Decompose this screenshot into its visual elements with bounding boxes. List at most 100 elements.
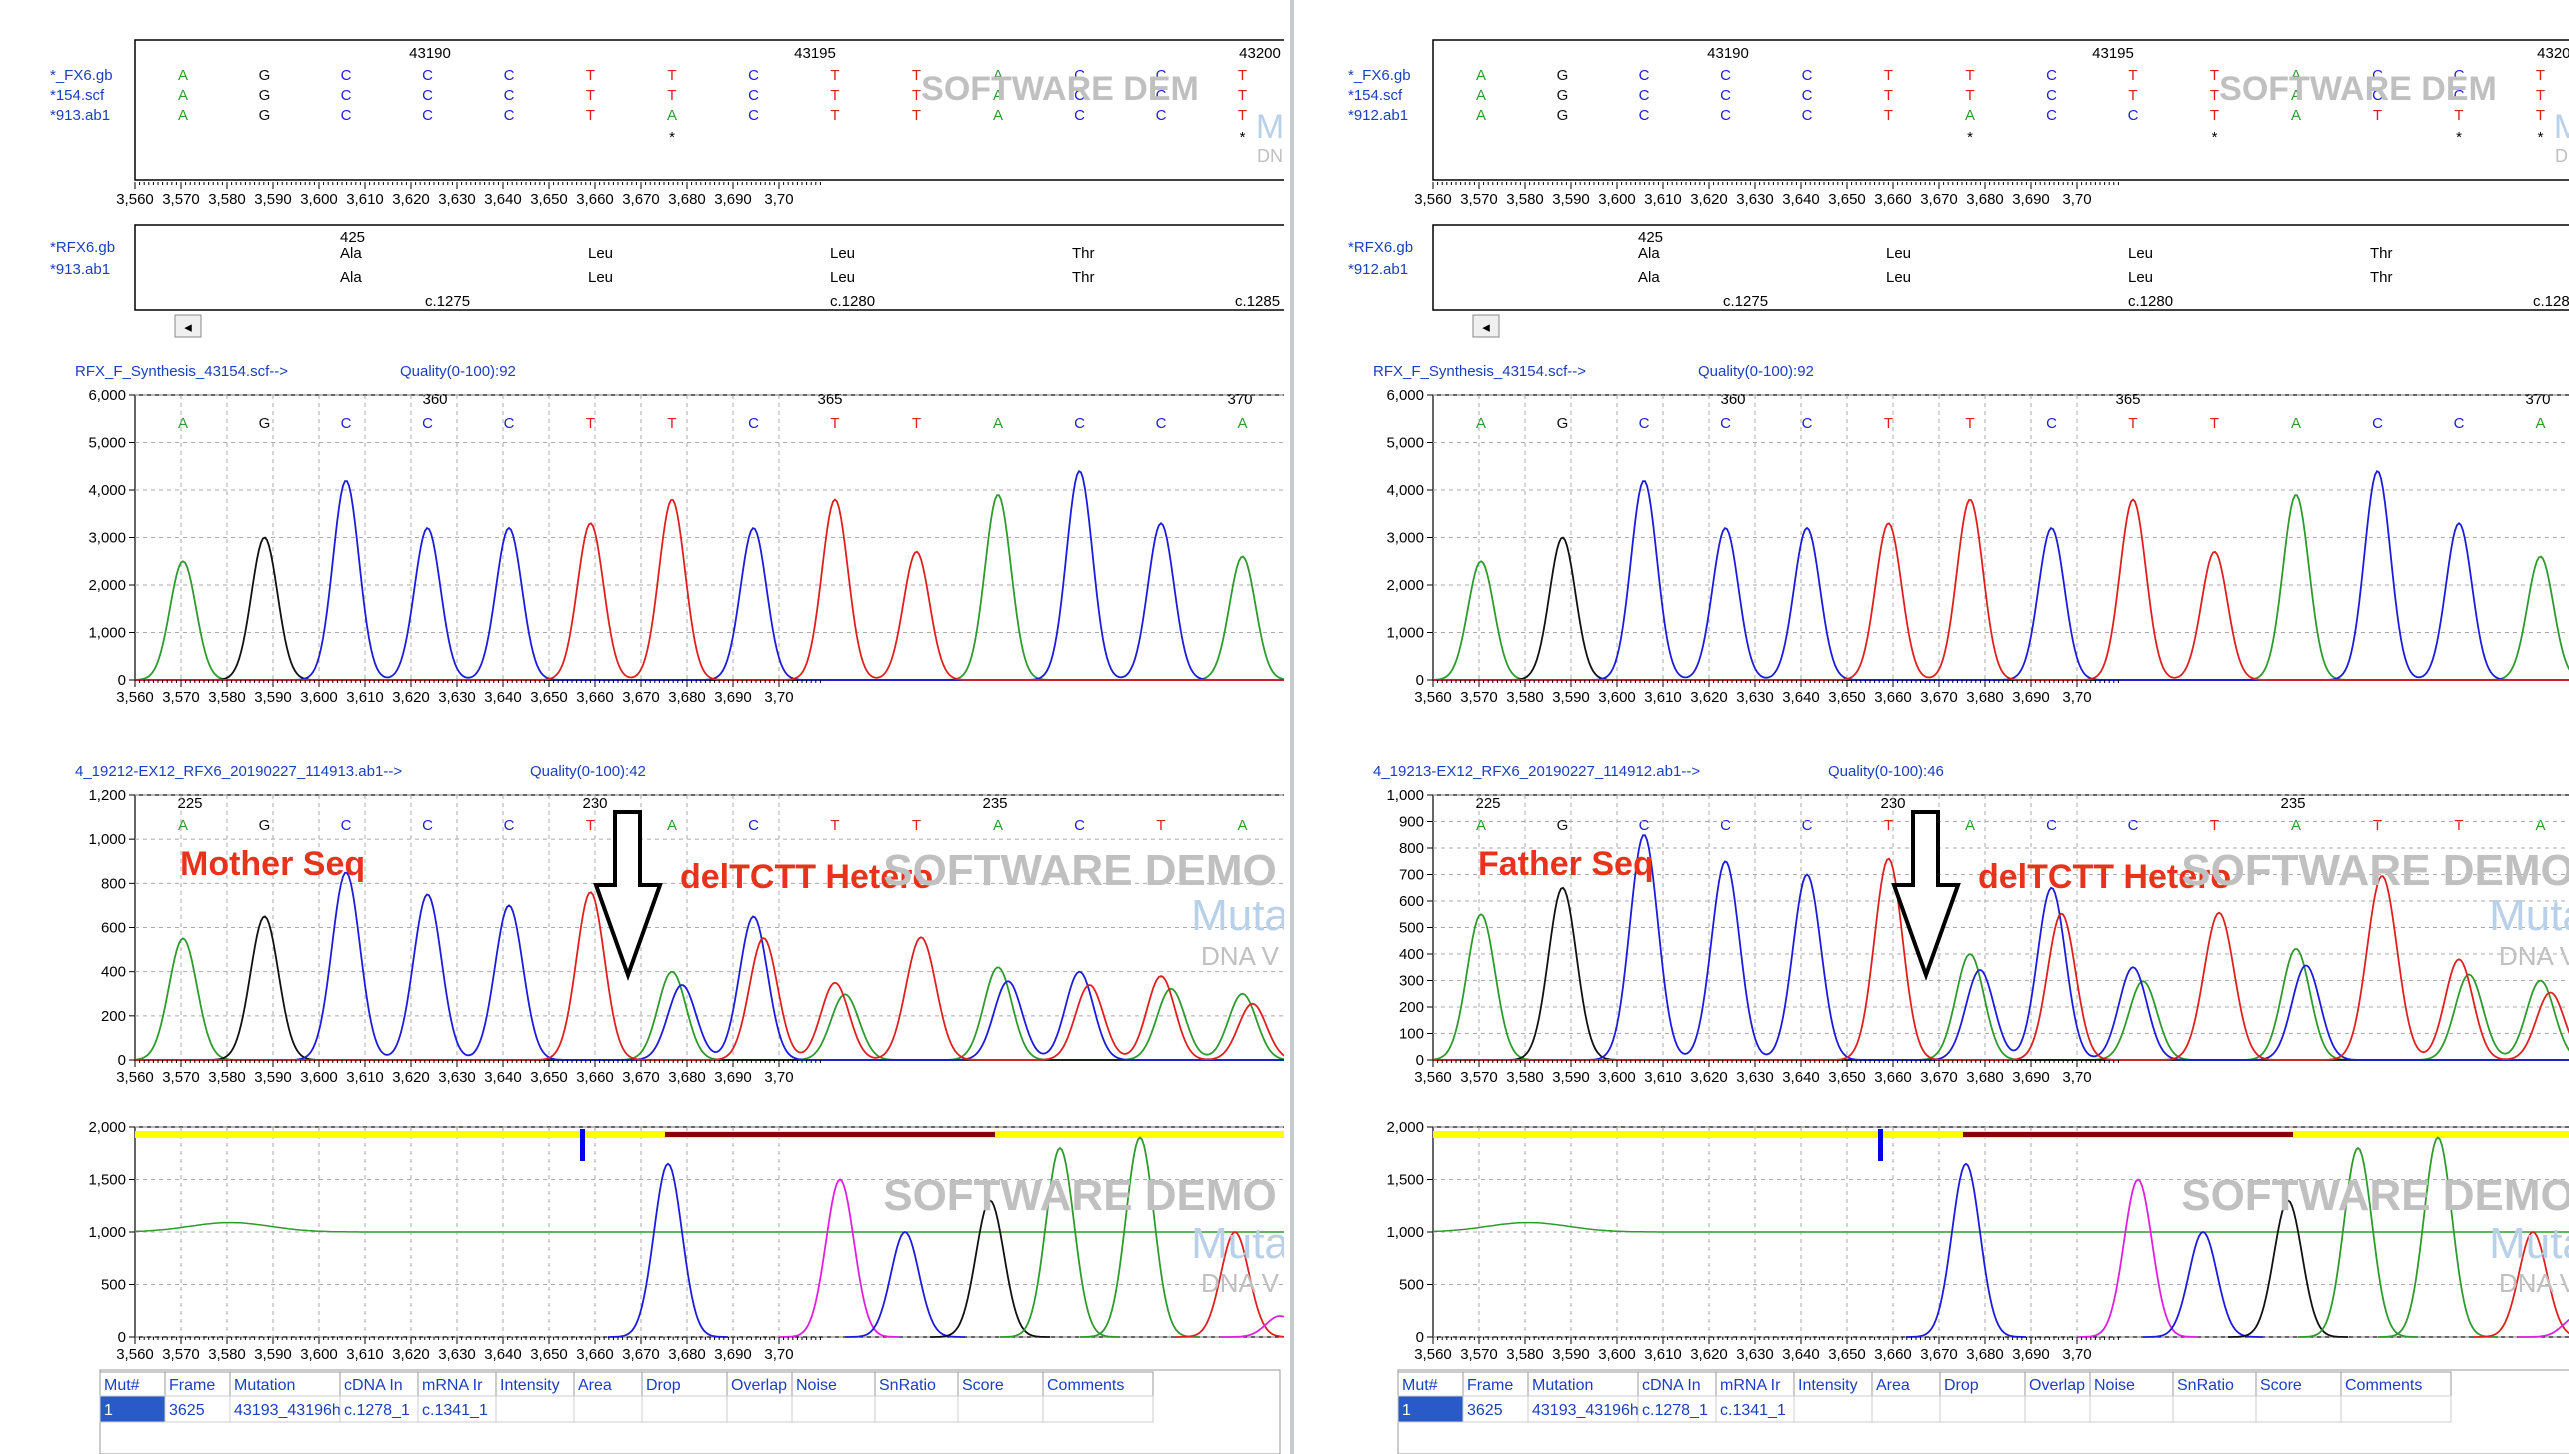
table-header-cell[interactable] — [573, 1371, 643, 1397]
alignment-row-label[interactable]: *913.ab1 — [50, 107, 110, 124]
table-header-cell[interactable] — [2340, 1371, 2452, 1397]
table-header-cell[interactable] — [1939, 1371, 2026, 1397]
sequence-label: Mother Seq — [180, 845, 365, 883]
trace-base-call: C — [2372, 415, 2383, 432]
position-marker[interactable] — [580, 1129, 585, 1161]
trace-filename[interactable]: RFX_F_Synthesis_43154.scf--> — [75, 363, 288, 380]
trace-base-call: C — [1639, 817, 1650, 834]
trace-base-call: C — [2454, 415, 2465, 432]
table-row-cell[interactable] — [641, 1395, 728, 1423]
alignment-base: A — [993, 87, 1003, 104]
table-row-cell[interactable] — [2089, 1395, 2174, 1423]
alignment-box[interactable] — [1432, 39, 2569, 181]
table-row-cell[interactable] — [1527, 1395, 1639, 1423]
table-row-cell[interactable] — [791, 1395, 876, 1423]
x-axis-tick-label: 3,620 — [392, 1069, 430, 1086]
table-header-cell[interactable] — [417, 1371, 497, 1397]
table-header-cell[interactable] — [1793, 1371, 1873, 1397]
protein-row-label[interactable]: *RFX6.gb — [50, 239, 115, 256]
protein-row-label[interactable]: *RFX6.gb — [1348, 239, 1413, 256]
protein-box[interactable] — [1432, 224, 2569, 311]
table-cell-value: 3625 — [169, 1402, 205, 1419]
alignment-base: C — [748, 107, 759, 124]
protein-row-label[interactable]: *913.ab1 — [50, 261, 110, 278]
trace-base-call: A — [2535, 415, 2545, 432]
table-row-cell[interactable] — [495, 1395, 575, 1423]
table-row-cell[interactable] — [1637, 1395, 1717, 1423]
alignment-row-label[interactable]: *154.scf — [50, 87, 105, 104]
alignment-base: G — [1557, 67, 1569, 84]
trace-filename[interactable]: RFX_F_Synthesis_43154.scf--> — [1373, 363, 1586, 380]
table-row-cell[interactable] — [573, 1395, 643, 1423]
table-row-cell[interactable] — [874, 1395, 959, 1423]
table-row-cell[interactable] — [957, 1395, 1044, 1423]
table-header-cell[interactable] — [874, 1371, 959, 1397]
table-row-cell[interactable] — [1397, 1395, 1464, 1423]
protein-row-label[interactable]: *912.ab1 — [1348, 261, 1408, 278]
table-header-cell[interactable] — [164, 1371, 231, 1397]
alignment-base: A — [178, 107, 188, 124]
table-row-cell[interactable] — [1462, 1395, 1529, 1423]
difference-peak — [930, 1199, 1050, 1338]
table-row-cell[interactable] — [2340, 1395, 2452, 1423]
protein-box[interactable] — [134, 224, 1284, 311]
table-header-cell[interactable] — [2089, 1371, 2174, 1397]
trace-base-call: C — [1802, 817, 1813, 834]
alignment-base: A — [2291, 87, 2301, 104]
table-row-cell[interactable] — [339, 1395, 419, 1423]
table-row-cell[interactable] — [1715, 1395, 1795, 1423]
trace-curve — [135, 871, 1284, 1061]
trace-base-call: T — [2210, 817, 2219, 834]
table-row-cell[interactable] — [1793, 1395, 1873, 1423]
alignment-base: C — [2046, 87, 2057, 104]
table-row-cell[interactable] — [417, 1395, 497, 1423]
x-axis-tick-label: 3,600 — [300, 689, 338, 706]
watermark-text: DNA V — [2499, 941, 2569, 971]
table-row-cell[interactable] — [726, 1395, 793, 1423]
y-axis-tick-label: 200 — [101, 1008, 126, 1025]
x-axis-tick-label: 3,590 — [1552, 191, 1590, 208]
table-row-cell[interactable] — [99, 1395, 166, 1423]
amino-acid: Thr — [1072, 269, 1095, 286]
table-cell-value: 43193_43196he — [234, 1402, 350, 1419]
trace-filename[interactable]: 4_19213-EX12_RFX6_20190227_114912.ab1--> — [1373, 763, 1700, 780]
alignment-row-label[interactable]: *_FX6.gb — [1348, 67, 1411, 84]
table-header-cell[interactable] — [339, 1371, 419, 1397]
table-header-cell[interactable] — [1637, 1371, 1717, 1397]
trace-curve — [1432, 494, 2569, 681]
alignment-row-label[interactable]: *912.ab1 — [1348, 107, 1408, 124]
difference-peak — [2518, 1318, 2569, 1338]
table-row-cell[interactable] — [1871, 1395, 1941, 1423]
scroll-left-button[interactable] — [174, 314, 202, 338]
table-header-label: Comments — [2345, 1377, 2422, 1394]
alignment-box[interactable] — [134, 39, 1284, 181]
alignment-row-label[interactable]: *154.scf — [1348, 87, 1403, 104]
position-marker[interactable] — [1878, 1129, 1883, 1161]
x-axis-tick-label: 3,610 — [1644, 191, 1682, 208]
scroll-left-button[interactable] — [1472, 314, 1500, 338]
table-row-cell[interactable] — [164, 1395, 231, 1423]
table-row-cell[interactable] — [229, 1395, 341, 1423]
x-axis-tick-label: 3,630 — [1736, 191, 1774, 208]
table-header-cell[interactable] — [726, 1371, 793, 1397]
y-axis-tick-label: 2,000 — [1386, 577, 1424, 594]
table-row-cell[interactable] — [2255, 1395, 2342, 1423]
table-header-cell[interactable] — [1042, 1371, 1154, 1397]
table-row-cell[interactable] — [2172, 1395, 2257, 1423]
trace-base-call: T — [2373, 817, 2382, 834]
table-header-cell[interactable] — [957, 1371, 1044, 1397]
panel-divider[interactable] — [1290, 0, 1294, 1454]
table-row-cell[interactable] — [1939, 1395, 2026, 1423]
table-cell-value: 43193_43196he — [1532, 1402, 1648, 1419]
trace-filename[interactable]: 4_19212-EX12_RFX6_20190227_114913.ab1--> — [75, 763, 402, 780]
alignment-base: C — [2046, 67, 2057, 84]
table-row-cell[interactable] — [1042, 1395, 1154, 1423]
difference-peak — [2473, 1230, 2569, 1338]
table-row-cell[interactable] — [2024, 1395, 2091, 1423]
y-axis-tick-label: 4,000 — [1386, 482, 1424, 499]
watermark-text: Muta — [2489, 891, 2569, 940]
table-header-cell[interactable] — [229, 1371, 341, 1397]
table-header-cell[interactable] — [1462, 1371, 1529, 1397]
x-axis-tick-label: 3,650 — [530, 1346, 568, 1363]
alignment-row-label[interactable]: *_FX6.gb — [50, 67, 113, 84]
